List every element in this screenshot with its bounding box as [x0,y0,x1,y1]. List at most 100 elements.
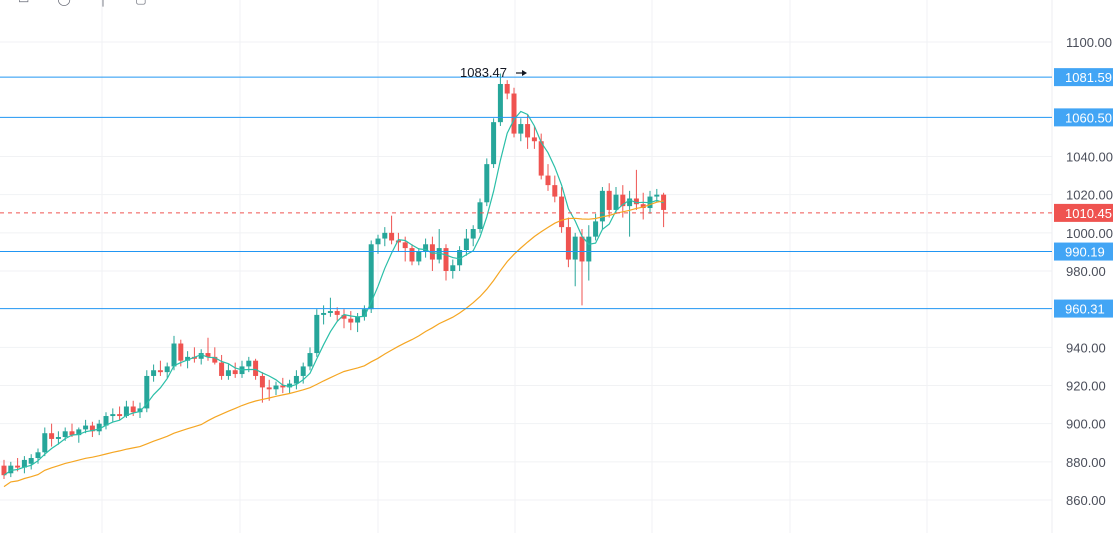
candle-body[interactable] [83,425,89,430]
candle-body[interactable] [457,250,463,266]
candle-body[interactable] [572,236,578,260]
candle-body[interactable] [525,124,531,138]
candle-body[interactable] [62,431,68,438]
candle-body[interactable] [497,83,503,123]
candle-body[interactable] [341,314,347,319]
candle-body[interactable] [178,343,184,361]
candle-body[interactable] [436,248,442,260]
candle-body[interactable] [144,375,150,409]
candle-body[interactable] [361,309,367,317]
candle-body[interactable] [266,387,272,390]
candle-body[interactable] [640,204,646,209]
candle-body[interactable] [545,175,551,186]
candle-body[interactable] [171,343,177,367]
candle-body[interactable] [470,229,476,239]
candle-body[interactable] [280,385,286,388]
candle-body[interactable] [491,122,497,165]
candle-body[interactable] [484,164,490,203]
candle-body[interactable] [416,251,422,262]
candle-body[interactable] [287,383,293,388]
candle-body[interactable] [164,366,170,373]
candle-body[interactable] [89,425,95,432]
candle-body[interactable] [620,194,626,207]
candle-body[interactable] [579,236,585,262]
candle-body[interactable] [443,248,449,271]
candle-body[interactable] [55,437,61,439]
candle-body[interactable] [321,312,327,315]
candle-body[interactable] [355,316,361,323]
candle-body[interactable] [1,465,7,476]
candle-body[interactable] [300,366,306,376]
candle-body[interactable] [552,185,558,197]
candle-body[interactable] [246,360,252,367]
candle-body[interactable] [423,244,429,252]
candle-body[interactable] [586,236,592,262]
candle-body[interactable] [599,190,605,222]
candle-body[interactable] [151,370,157,376]
price-level-badge[interactable] [1054,299,1113,318]
crosshair-icon[interactable]: ┼ [99,0,108,6]
candle-body[interactable] [633,198,639,205]
candle-body[interactable] [307,353,313,367]
candle-body[interactable] [511,93,517,134]
candle-body[interactable] [117,414,123,417]
candle-body[interactable] [559,196,565,228]
candle-body[interactable] [198,353,204,359]
candle-body[interactable] [518,124,524,134]
candle-body[interactable] [225,370,231,376]
candle-body[interactable] [334,311,340,315]
candle-body[interactable] [157,370,163,373]
candle-body[interactable] [253,360,259,376]
candle-body[interactable] [8,465,14,474]
candle-body[interactable] [531,137,537,142]
candle-body[interactable] [293,375,299,384]
candle-body[interactable] [382,232,388,239]
candle-body[interactable] [69,431,75,436]
candle-body[interactable] [35,452,41,459]
candle-body[interactable] [450,265,456,271]
candle-body[interactable] [593,221,599,237]
candle-body[interactable] [348,318,354,323]
candle-body[interactable] [375,238,381,245]
candle-body[interactable] [613,194,619,210]
candle-body[interactable] [409,248,415,262]
candle-body[interactable] [654,194,660,197]
current-price-badge[interactable] [1054,203,1113,222]
candle-body[interactable] [477,202,483,230]
candle-body[interactable] [627,198,633,207]
candle-body[interactable] [538,141,544,176]
candle-body[interactable] [402,242,408,249]
candle-body[interactable] [96,423,102,432]
candle-body[interactable] [205,353,211,357]
candle-body[interactable] [49,433,55,439]
candle-body[interactable] [273,385,279,390]
candle-body[interactable] [130,406,136,413]
snapshot-icon[interactable]: ▢ [135,0,146,6]
candle-body[interactable] [28,458,34,464]
price-level-badge[interactable] [1054,242,1113,261]
candle-body[interactable] [565,227,571,260]
candle-body[interactable] [368,244,374,310]
candle-body[interactable] [185,356,191,361]
candle-body[interactable] [15,465,21,468]
candle-body[interactable] [232,370,238,375]
candle-body[interactable] [389,232,395,241]
candle-body[interactable] [42,433,48,453]
candle-body[interactable] [504,83,510,94]
indicator-icon[interactable]: ◯ [57,0,70,6]
price-level-badge[interactable] [1054,108,1113,127]
candle-body[interactable] [219,362,225,376]
candle-body[interactable] [103,416,109,426]
candle-body[interactable] [123,406,129,417]
candle-body[interactable] [463,238,469,251]
price-level-badge[interactable] [1054,68,1113,87]
candle-body[interactable] [137,408,143,413]
candle-body[interactable] [395,240,401,243]
candle-body[interactable] [110,414,116,417]
candle-body[interactable] [259,375,265,388]
candle-body[interactable] [327,311,333,313]
candle-body[interactable] [314,314,320,354]
candle-body[interactable] [212,356,218,363]
